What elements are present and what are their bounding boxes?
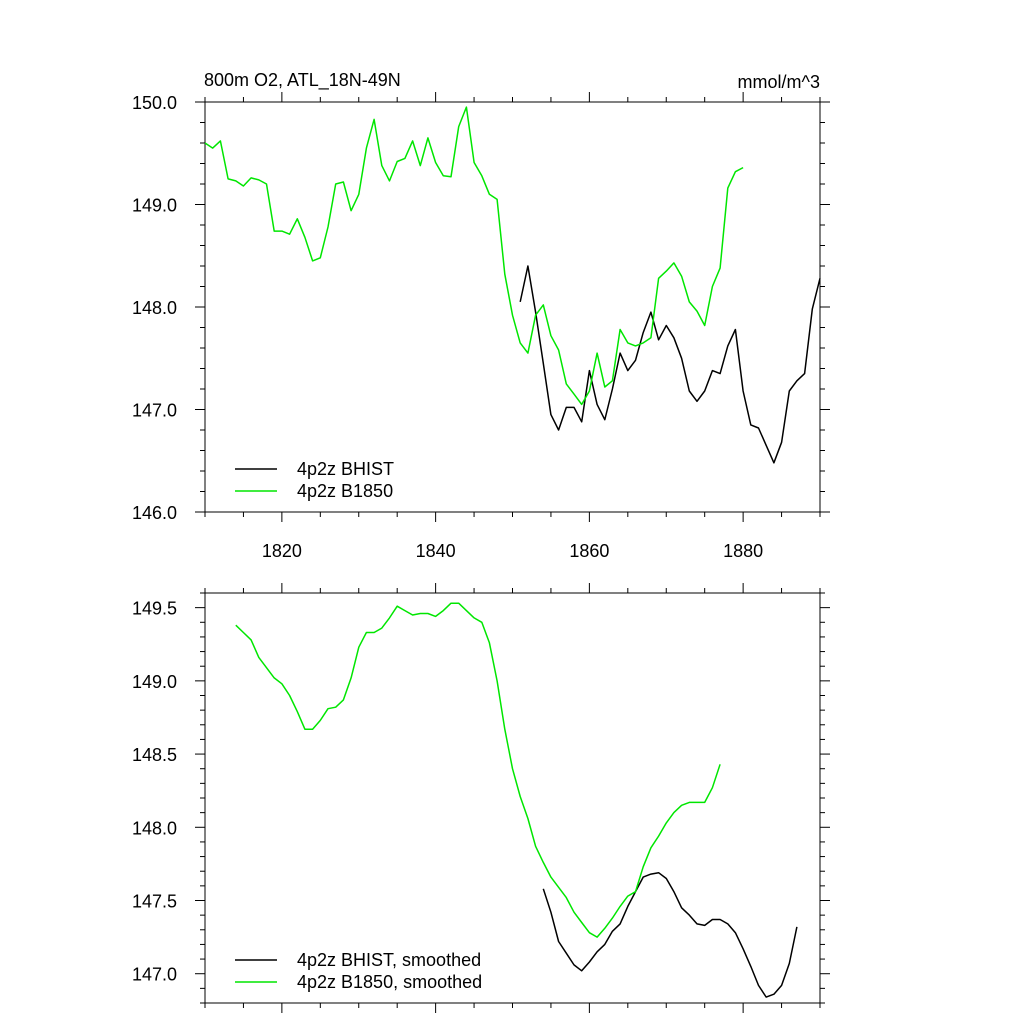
plot-frame bbox=[204, 101, 821, 513]
series-line-bhist bbox=[542, 871, 798, 998]
legend-label: 4p2z BHIST, smoothed bbox=[297, 950, 481, 970]
bottom-panel: 147.0 147.5 148.0 148.5 149.0 149.5 4p2z BHIST… bbox=[132, 583, 830, 1013]
y-tick-label: 148.5 bbox=[132, 745, 177, 765]
series-line-b1850 bbox=[204, 106, 744, 406]
y-tick-label: 147.5 bbox=[132, 892, 177, 912]
x-tick-label: 1840 bbox=[416, 541, 456, 561]
y-tick-label: 147.0 bbox=[132, 965, 177, 985]
y-tick-label: 147.0 bbox=[132, 401, 177, 421]
x-tick-label: 1820 bbox=[262, 541, 302, 561]
series-line-b1850 bbox=[235, 602, 721, 938]
y-tick-label: 148.0 bbox=[132, 818, 177, 838]
legend-label: 4p2z BHIST bbox=[297, 459, 394, 479]
top-panel: 800m O2, ATL_18N-49N mmol/m^3 1820 1840 18… bbox=[132, 70, 830, 561]
y-tick-label: 149.0 bbox=[132, 672, 177, 692]
x-tick-label: 1860 bbox=[569, 541, 609, 561]
y-tick-label: 149.0 bbox=[132, 196, 177, 216]
y-tick-label: 146.0 bbox=[132, 503, 177, 523]
y-tick-label: 150.0 bbox=[132, 93, 177, 113]
y-tick-label: 149.5 bbox=[132, 599, 177, 619]
x-tick-label: 1880 bbox=[723, 541, 763, 561]
legend-label: 4p2z B1850 bbox=[297, 481, 393, 501]
legend-label: 4p2z B1850, smoothed bbox=[297, 972, 482, 992]
y-tick-label: 148.0 bbox=[132, 298, 177, 318]
plot-frame bbox=[204, 592, 821, 1004]
series-line-bhist bbox=[519, 265, 821, 464]
chart-title: 800m O2, ATL_18N-49N bbox=[204, 70, 401, 91]
units-label: mmol/m^3 bbox=[738, 72, 820, 92]
